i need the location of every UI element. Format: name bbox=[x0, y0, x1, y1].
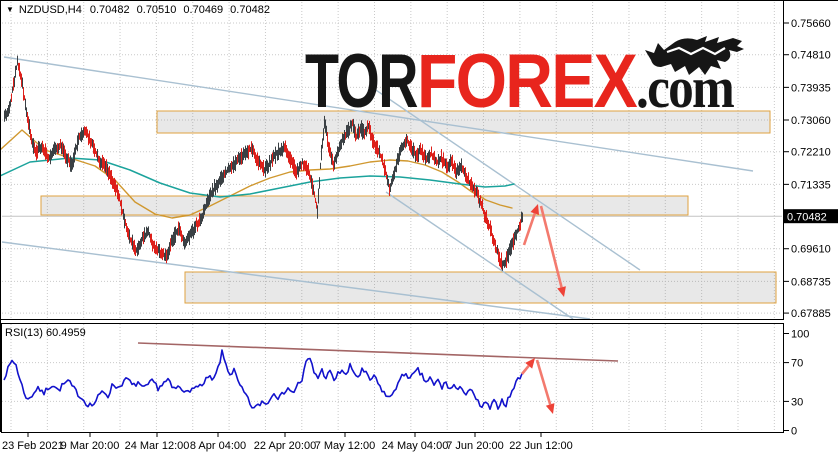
time-axis-label: 24 Mar 12:00 bbox=[125, 440, 190, 452]
price-axis-label: 0.75660 bbox=[791, 18, 831, 30]
price-axis-label: 0.72210 bbox=[791, 147, 831, 159]
resistance-zone-upper bbox=[156, 110, 771, 134]
logo-tor: TOR bbox=[305, 39, 418, 124]
rsi-plot bbox=[3, 342, 619, 411]
torforex-watermark: TORFOREX.com bbox=[305, 36, 744, 124]
forecast-arrows bbox=[520, 204, 566, 414]
channel-upper[interactable] bbox=[3, 56, 754, 172]
channel-steep-upper[interactable] bbox=[369, 85, 641, 271]
symbol-menu-icon[interactable]: ▼ bbox=[6, 5, 14, 14]
price-zones bbox=[40, 110, 777, 304]
forecast-up-arrow-head bbox=[530, 204, 540, 215]
rsi-line bbox=[3, 349, 523, 411]
rsi-forecast-up-arrow[interactable] bbox=[520, 364, 530, 375]
symbol-period-label: NZDUSD,H4 bbox=[18, 4, 82, 16]
rsi-forecast-up-arrow-head bbox=[525, 358, 535, 369]
price-axis-label: 0.73935 bbox=[791, 82, 831, 94]
channel-steep-lower[interactable] bbox=[385, 191, 574, 320]
chart-title-bar[interactable]: ▼ NZDUSD,H4 0.70482 0.70510 0.70469 0.70… bbox=[6, 3, 277, 17]
price-axis-label: 0.69610 bbox=[791, 244, 831, 256]
panel-borders bbox=[0, 0, 838, 433]
price-axis[interactable]: 0.75660 0.74810 0.73935 0.73060 0.72210 0.713… bbox=[784, 18, 838, 320]
forecast-down-arrow[interactable] bbox=[539, 205, 563, 288]
bull-bear-logo-icon bbox=[645, 36, 744, 75]
rsi-axis-label: 100 bbox=[791, 329, 809, 341]
logo-text: TORFOREX.com bbox=[305, 39, 734, 124]
price-axis-label: 0.73060 bbox=[791, 115, 831, 127]
ohlc-open: 0.70482 bbox=[89, 4, 130, 16]
forecast-up-arrow[interactable] bbox=[522, 213, 536, 246]
candlesticks bbox=[4, 55, 523, 271]
forecast-down-arrow-head bbox=[557, 286, 566, 297]
rsi-axis-label: 30 bbox=[791, 396, 803, 408]
ma-fast-line bbox=[0, 129, 513, 219]
time-axis-label: 22 Apr 20:00 bbox=[254, 440, 316, 452]
time-axis-label: 24 May 04:00 bbox=[382, 440, 449, 452]
ohlc-high: 0.70510 bbox=[136, 4, 177, 16]
time-axis-label: 7 Jun 20:00 bbox=[446, 440, 504, 452]
rsi-forecast-down-arrow[interactable] bbox=[535, 359, 552, 405]
price-axis-label: 0.68735 bbox=[791, 276, 831, 288]
price-axis-label: 0.71335 bbox=[791, 179, 831, 191]
rsi-axis-label: 70 bbox=[791, 358, 803, 370]
ohlc-low: 0.70469 bbox=[183, 4, 224, 16]
rsi-indicator-label: RSI(13) 60.4959 bbox=[5, 327, 86, 339]
support-zone-lower bbox=[184, 271, 777, 304]
time-axis-label: 23 Feb 2021 bbox=[2, 440, 64, 452]
time-axis-label: 22 Jun 12:00 bbox=[509, 440, 573, 452]
resistance-zone-mid bbox=[40, 195, 689, 216]
current-price-value: 0.70482 bbox=[787, 212, 827, 224]
rsi-forecast-down-arrow-head bbox=[545, 403, 555, 414]
rsi-axis[interactable]: 100 70 30 0 bbox=[784, 329, 809, 438]
logo-forex: FOREX bbox=[417, 39, 638, 124]
price-axis-label: 0.74810 bbox=[791, 50, 831, 62]
ohlc-close: 0.70482 bbox=[230, 4, 270, 16]
time-axis-label: 9 Mar 20:00 bbox=[61, 440, 120, 452]
time-axis-label: 7 May 12:00 bbox=[315, 440, 376, 452]
channel-lower[interactable] bbox=[1, 241, 591, 320]
rsi-trendline[interactable] bbox=[137, 342, 619, 362]
time-axis-label: 8 Apr 04:00 bbox=[190, 440, 246, 452]
trendlines bbox=[1, 56, 754, 320]
current-price-badge bbox=[784, 209, 838, 224]
price-axis-label: 0.67885 bbox=[791, 308, 831, 320]
rsi-axis-label: 0 bbox=[791, 426, 797, 438]
